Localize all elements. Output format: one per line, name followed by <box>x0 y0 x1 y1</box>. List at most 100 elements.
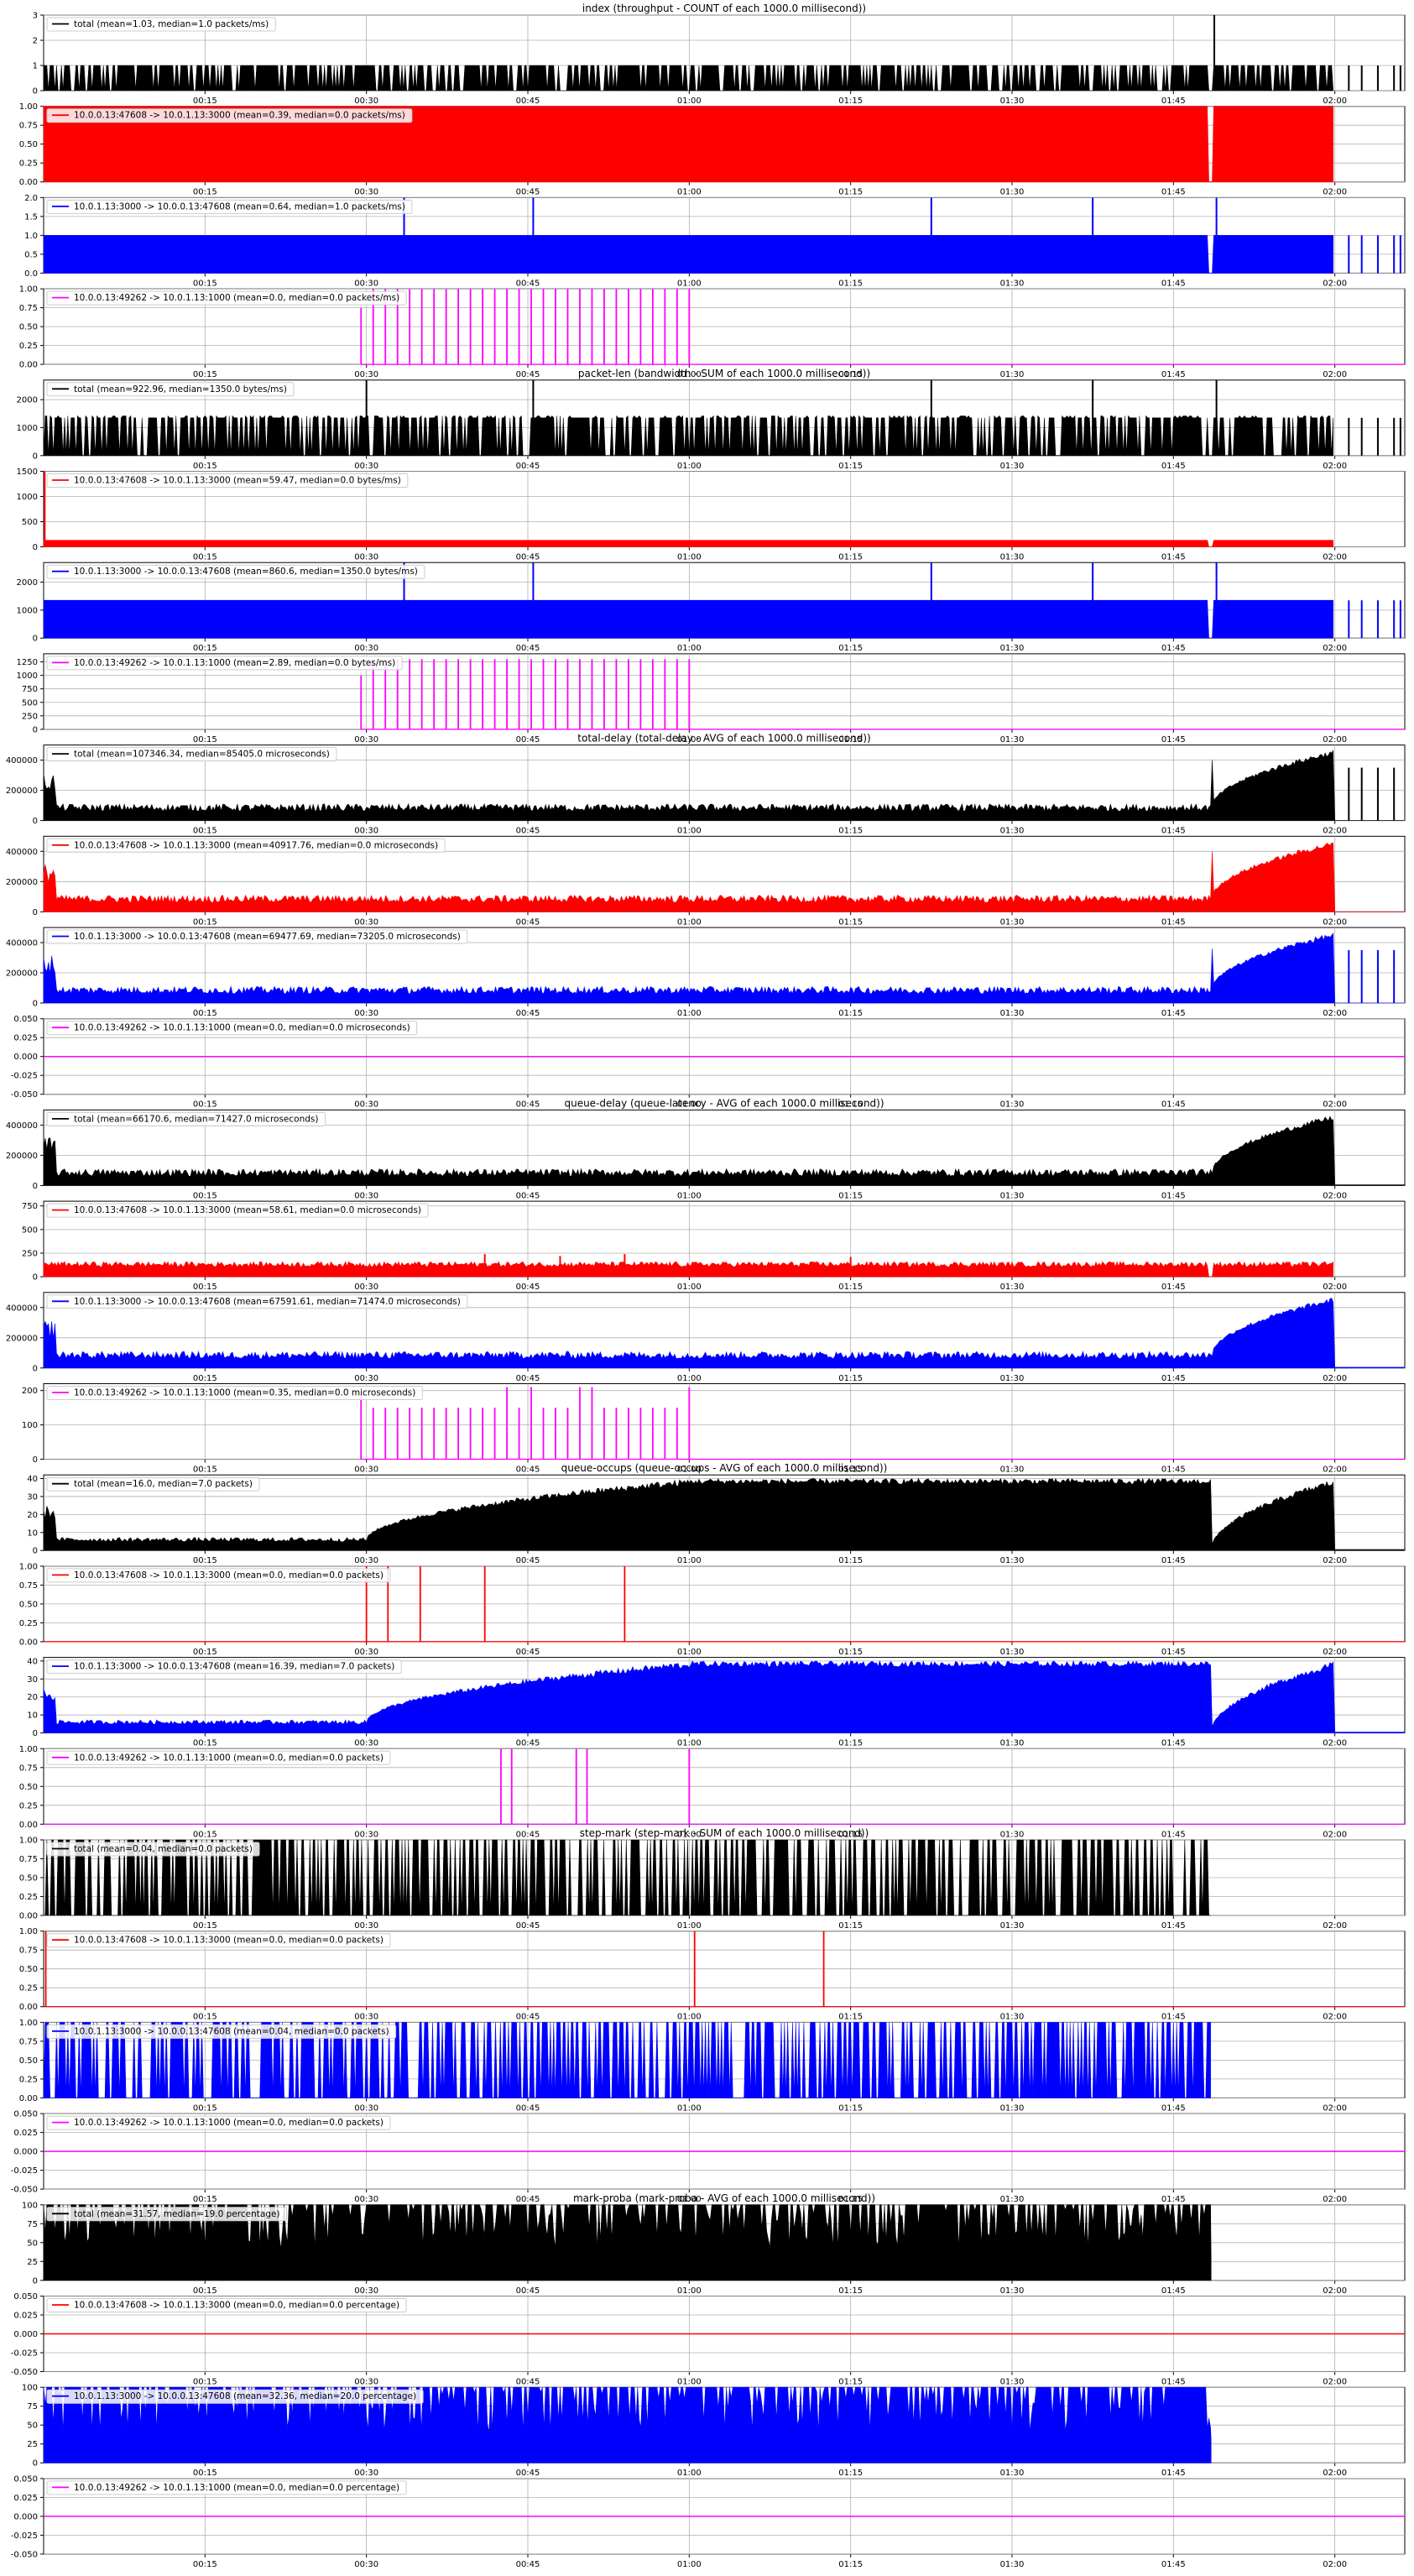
y-tick-label: 0.25 <box>19 2075 38 2084</box>
y-tick-label: 0 <box>33 1273 38 1283</box>
x-tick-label: 00:15 <box>193 917 217 927</box>
x-tick-label: 00:30 <box>354 917 378 927</box>
series-1-1 <box>43 471 1333 547</box>
x-tick-label: 01:15 <box>838 1100 863 1110</box>
legend: 10.0.0.13:49262 -> 10.0.1.13:1000 (mean=… <box>46 1021 418 1036</box>
x-tick-label: 01:15 <box>838 1556 863 1565</box>
y-tick-label: -0.050 <box>11 2368 38 2377</box>
series-area <box>43 540 1333 547</box>
legend: total (mean=107346.34, median=85405.0 mi… <box>46 747 337 762</box>
x-tick-label: 00:30 <box>354 553 378 562</box>
series-area <box>43 1261 1333 1278</box>
y-tick-label: 250 <box>22 712 38 721</box>
legend-box <box>46 1659 402 1675</box>
y-tick-label: 1.5 <box>24 212 38 222</box>
legend: 10.0.0.13:49262 -> 10.0.1.13:1000 (mean=… <box>46 1750 391 1765</box>
x-tick-label: 00:15 <box>193 1556 217 1565</box>
x-tick-label: 00:45 <box>516 2013 540 2022</box>
legend-box <box>46 656 403 671</box>
legend: 10.0.0.13:49262 -> 10.0.1.13:1000 (mean=… <box>46 656 403 671</box>
x-tick-label: 00:30 <box>354 644 378 653</box>
x-tick-label: 01:45 <box>1161 2195 1186 2204</box>
x-tick-label: 01:45 <box>1161 917 1186 927</box>
x-tick-label: 00:30 <box>354 827 378 836</box>
x-tick-label: 01:45 <box>1161 735 1186 745</box>
y-tick-label: -0.050 <box>11 1090 38 1100</box>
legend: total (mean=16.0, median=7.0 packets) <box>46 1476 260 1492</box>
y-tick-label: 10 <box>27 1711 38 1721</box>
y-tick-label: 0.25 <box>19 1801 38 1811</box>
x-tick-label: 02:00 <box>1323 2195 1347 2204</box>
panel-0-3: 00:15 00:30 00:45 01:00 01:15 01:30 01:45 02:00… <box>19 285 1406 379</box>
legend-label: 10.0.0.13:49262 -> 10.0.1.13:1000 (mean=… <box>74 1388 415 1398</box>
x-tick-label: 01:15 <box>838 2195 863 2204</box>
panel-4-0: 00:15 00:30 00:45 01:00 01:15 01:30 01:45 02:00… <box>27 1462 1406 1565</box>
y-tick-label: 1500 <box>17 468 38 477</box>
series-2-2 <box>43 933 1405 1004</box>
legend: 10.0.0.13:47608 -> 10.0.1.13:3000 (mean=… <box>46 1933 391 1948</box>
y-tick-label: 1 <box>33 62 38 71</box>
x-tick-label: 01:30 <box>1000 735 1025 745</box>
panel-0-0: 00:15 00:30 00:45 01:00 01:15 01:30 01:45 02:00… <box>33 3 1406 106</box>
series-0-3 <box>360 289 1405 365</box>
x-tick-label: 01:15 <box>838 735 863 745</box>
x-tick-label: 00:15 <box>193 279 217 288</box>
y-tick-label: 1.00 <box>19 1927 38 1936</box>
y-tick-label: 0.25 <box>19 1984 38 1993</box>
y-tick-label: 0.025 <box>13 2312 38 2321</box>
x-tick-label: 02:00 <box>1323 1283 1347 1292</box>
x-tick-label: 01:30 <box>1000 2286 1025 2296</box>
x-tick-label: 00:45 <box>516 1556 540 1565</box>
y-tick-label: 100 <box>22 1421 38 1430</box>
panel-5-3: 00:15 00:30 00:45 01:00 01:15 01:30 01:45 02:00… <box>11 2110 1406 2204</box>
x-tick-label: 01:00 <box>677 279 702 288</box>
x-tick-label: 01:15 <box>838 2560 863 2569</box>
series-4-0 <box>43 1477 1405 1551</box>
y-tick-label: 0.50 <box>19 1783 38 1792</box>
x-tick-label: 02:00 <box>1323 2286 1347 2296</box>
x-tick-label: 00:30 <box>354 2013 378 2022</box>
x-tick-label: 01:00 <box>677 1283 702 1292</box>
legend-box <box>46 473 409 488</box>
y-tick-label: 0.00 <box>19 361 38 370</box>
legend-label: 10.0.0.13:49262 -> 10.0.1.13:1000 (mean=… <box>74 1753 384 1763</box>
y-tick-label: 50 <box>27 2422 38 2431</box>
panel-4-3: 00:15 00:30 00:45 01:00 01:15 01:30 01:45 02:00… <box>19 1745 1406 1839</box>
y-tick-label: 100 <box>22 2201 38 2210</box>
x-tick-label: 01:15 <box>838 1283 863 1292</box>
panel-2-3: 00:15 00:30 00:45 01:00 01:15 01:30 01:45 02:00… <box>11 1015 1406 1110</box>
series-6-2 <box>43 2386 1212 2464</box>
legend-label: 10.0.0.13:49262 -> 10.0.1.13:1000 (mean=… <box>74 2483 399 2493</box>
y-tick-label: 20 <box>27 1693 38 1702</box>
y-tick-label: 0 <box>33 452 38 461</box>
legend-box <box>46 2389 424 2404</box>
y-tick-label: 0.050 <box>13 2474 38 2484</box>
x-tick-label: 00:15 <box>193 1739 217 1748</box>
x-tick-label: 00:45 <box>516 1921 540 1931</box>
x-tick-label: 00:30 <box>354 2195 378 2204</box>
x-tick-label: 01:45 <box>1161 279 1186 288</box>
x-tick-label: 01:15 <box>838 2103 863 2113</box>
x-tick-label: 00:15 <box>193 2013 217 2022</box>
legend-label: 10.0.0.13:49262 -> 10.0.1.13:1000 (mean=… <box>74 1023 410 1033</box>
legend-box <box>46 2207 287 2222</box>
y-tick-label: 3 <box>33 12 38 21</box>
legend-box <box>46 1111 326 1126</box>
y-tick-label: 1000 <box>17 671 38 681</box>
y-tick-label: 0.050 <box>13 1015 38 1024</box>
x-tick-label: 01:00 <box>677 2378 702 2387</box>
y-tick-label: 0.000 <box>13 1053 38 1062</box>
legend: total (mean=922.96, median=1350.0 bytes/… <box>46 382 295 397</box>
x-tick-label: 00:30 <box>354 462 378 471</box>
y-tick-label: 20 <box>27 1511 38 1520</box>
x-tick-label: 00:15 <box>193 2103 217 2113</box>
x-tick-label: 02:00 <box>1323 2560 1347 2569</box>
x-tick-label: 00:15 <box>193 1100 217 1110</box>
x-tick-label: 01:00 <box>677 1100 702 1110</box>
x-tick-label: 00:15 <box>193 735 217 745</box>
x-tick-label: 01:30 <box>1000 2378 1025 2387</box>
series-5-2 <box>43 2022 1211 2098</box>
x-tick-label: 01:00 <box>677 2286 702 2296</box>
x-tick-label: 00:15 <box>193 2560 217 2569</box>
